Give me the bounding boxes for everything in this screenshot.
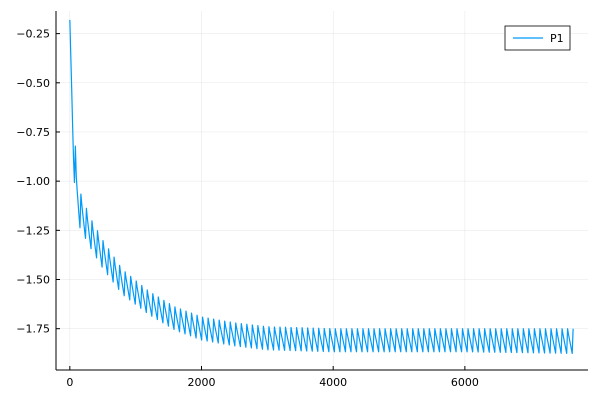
axes [55,11,588,371]
y-tick-label: −0.75 [16,126,50,139]
y-tick-label: −0.50 [16,77,50,90]
y-tick-label: −1.75 [16,323,50,336]
x-tick-label: 6000 [451,376,479,389]
x-tick-label: 4000 [319,376,347,389]
tick-labels: 0 2000 4000 6000 −1.75 −1.50 −1.25 −1.00 −0.75 −0… [16,28,479,389]
y-tick-label: −0.25 [16,28,50,41]
legend: P1 [504,25,571,51]
x-tick-label: 2000 [188,376,216,389]
series-layer [69,19,574,355]
x-tick-label: 0 [66,376,73,389]
grid [56,11,588,370]
legend-label: P1 [550,32,564,45]
y-tick-label: −1.50 [16,274,50,287]
series-line-p1 [69,19,574,355]
y-tick-label: −1.25 [16,224,50,237]
y-tick-label: −1.00 [16,175,50,188]
